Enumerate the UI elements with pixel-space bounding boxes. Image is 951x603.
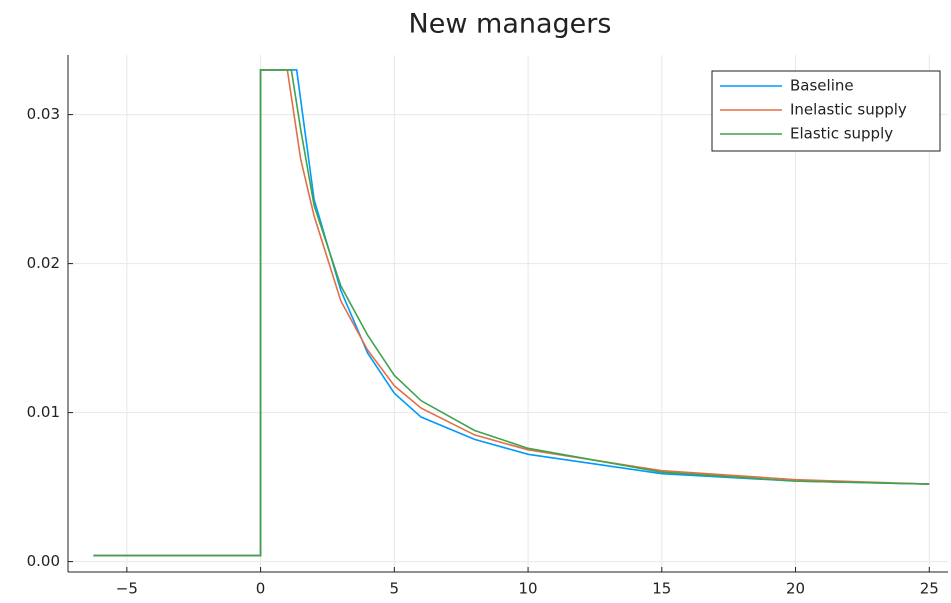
line	[93, 69, 930, 557]
x-tick-label: 5	[390, 580, 400, 598]
x-tick-label: 20	[786, 580, 805, 598]
x-tick-label: 15	[652, 580, 671, 598]
y-tick-label: 0.00	[27, 552, 60, 570]
x-tick-label: −5	[116, 580, 138, 598]
legend-label: Inelastic supply	[790, 101, 907, 119]
y-tick-label: 0.03	[27, 105, 60, 123]
legend-label: Elastic supply	[790, 125, 893, 143]
y-tick-label: 0.01	[27, 403, 60, 421]
y-tick-label: 0.02	[27, 254, 60, 272]
x-tick-label: 0	[256, 580, 266, 598]
x-tick-label: 10	[519, 580, 538, 598]
x-tick-label: 25	[920, 580, 939, 598]
legend-box	[711, 70, 941, 152]
chart-title: New managers	[409, 9, 612, 40]
legend-label: Baseline	[790, 77, 854, 95]
